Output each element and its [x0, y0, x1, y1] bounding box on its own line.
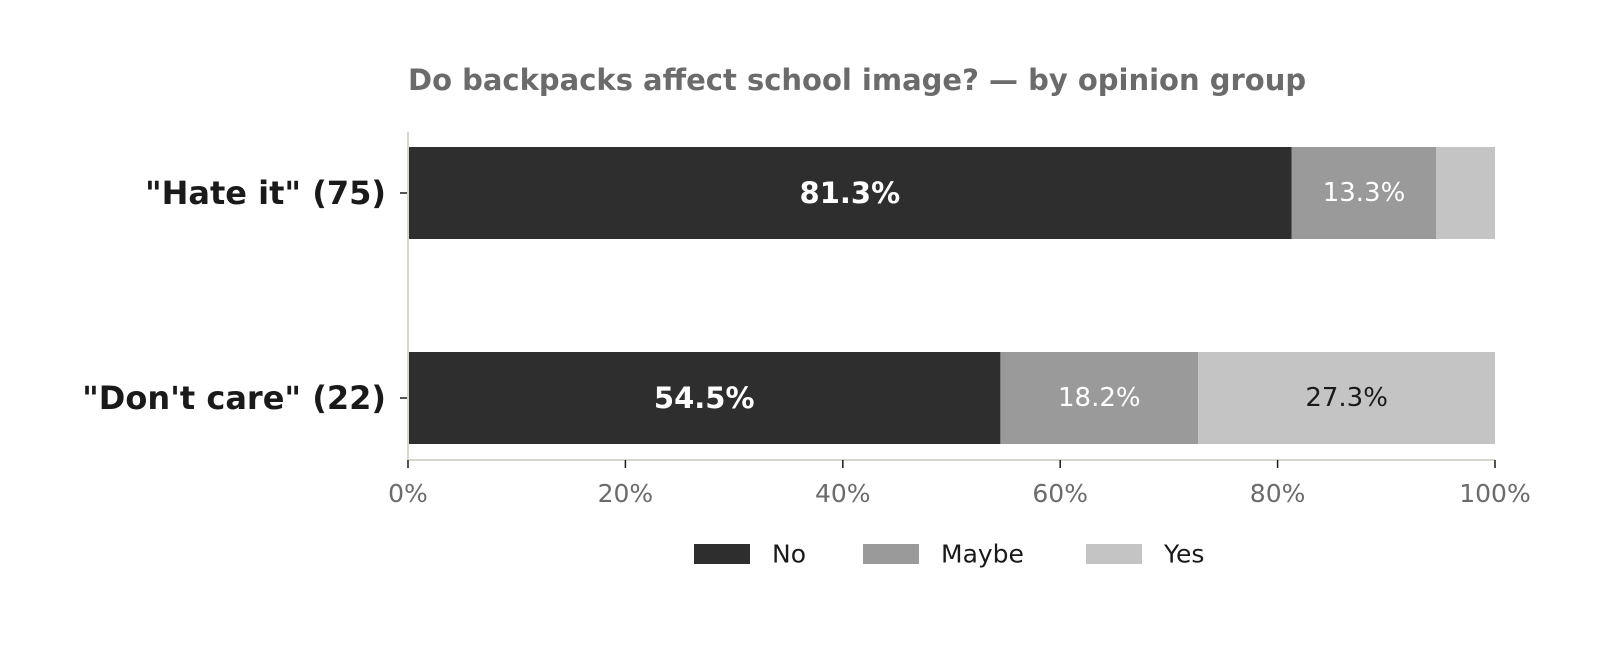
legend-label-no: No: [772, 540, 806, 569]
x-tick-label-2: 40%: [815, 479, 871, 508]
data-label-maybe-1: 18.2%: [1058, 383, 1141, 413]
axes-group: "Hate it" (75) "Don't care" (22) 0% 20% 40% 6…: [82, 132, 1531, 508]
legend-label-maybe: Maybe: [941, 540, 1024, 569]
bar-maybe-0: [1291, 147, 1437, 239]
x-tick-label-5: 100%: [1459, 479, 1530, 508]
legend-swatch-no: [694, 544, 750, 564]
category-label-0: "Hate it" (75): [145, 174, 386, 212]
data-label-no-0: 81.3%: [800, 176, 901, 210]
bar-no-1: [408, 352, 1001, 444]
x-tick-label-0: 0%: [388, 479, 428, 508]
data-label-maybe-0: 13.3%: [1323, 178, 1406, 208]
bars-group: 81.3% 13.3% 54.5% 18.2% 27.3%: [408, 147, 1495, 444]
data-label-yes-1: 27.3%: [1305, 383, 1388, 413]
x-tick-label-1: 20%: [598, 479, 654, 508]
bar-yes-0: [1436, 147, 1495, 239]
bar-maybe-1: [1000, 352, 1199, 444]
legend-label-yes: Yes: [1163, 540, 1204, 569]
chart-title: Do backpacks affect school image? — by o…: [408, 63, 1306, 97]
data-label-no-1: 54.5%: [654, 381, 755, 415]
x-tick-label-3: 60%: [1032, 479, 1088, 508]
legend-swatch-yes: [1086, 544, 1142, 564]
x-tick-label-4: 80%: [1250, 479, 1306, 508]
legend: No Maybe Yes: [694, 540, 1204, 569]
bar-no-0: [408, 147, 1292, 239]
category-label-1: "Don't care" (22): [82, 379, 386, 417]
legend-swatch-maybe: [863, 544, 919, 564]
bar-yes-1: [1198, 352, 1495, 444]
